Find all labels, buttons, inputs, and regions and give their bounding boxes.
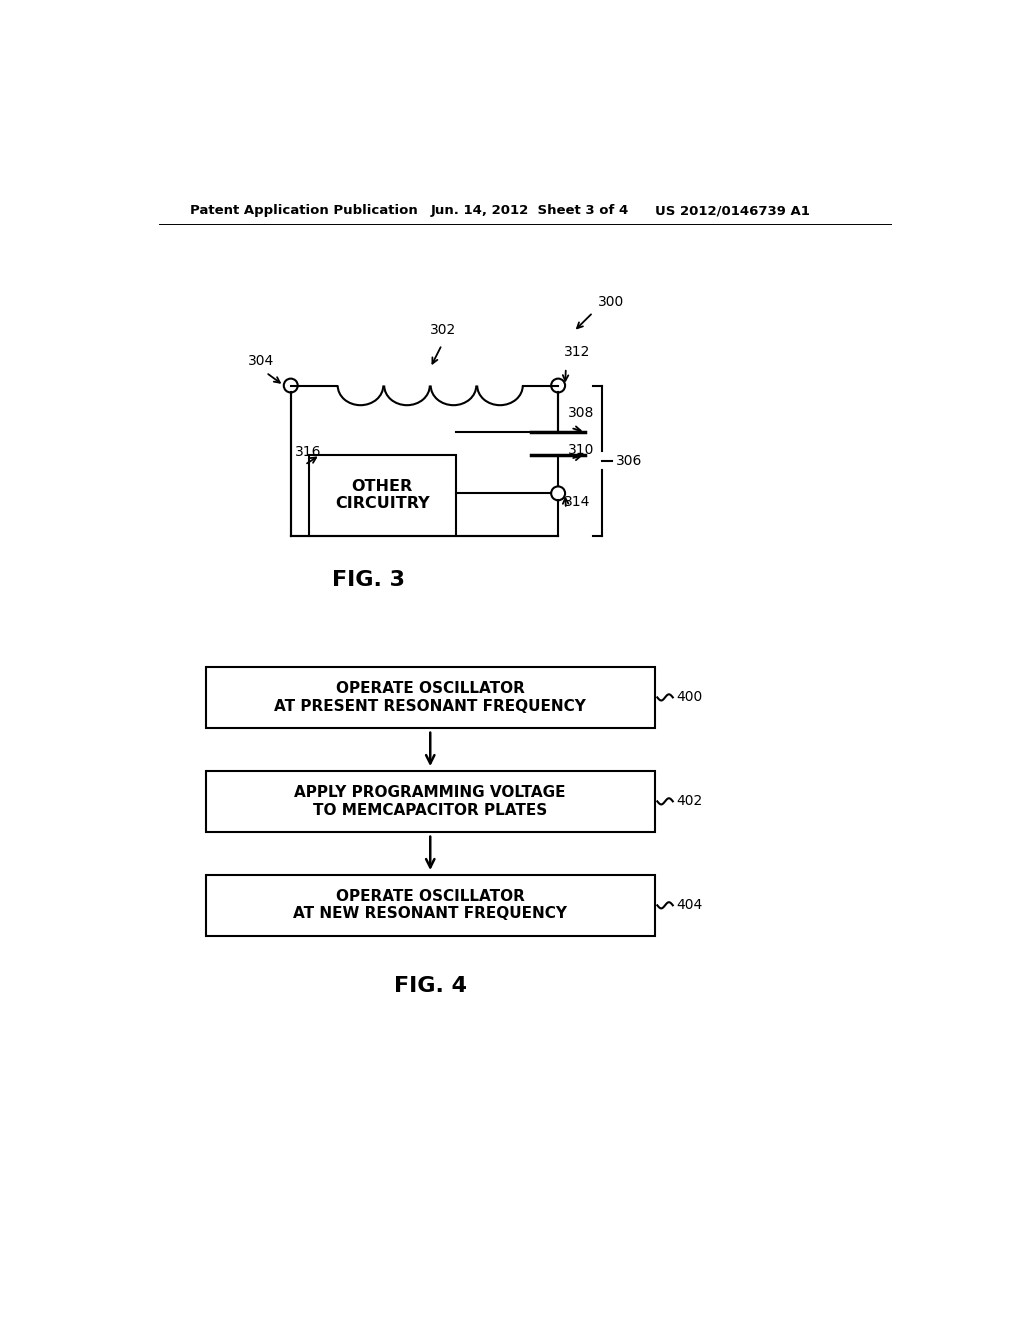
Bar — [206, 771, 655, 832]
Text: 306: 306 — [615, 454, 642, 467]
Bar — [206, 874, 655, 936]
Text: APPLY PROGRAMMING VOLTAGE
TO MEMCAPACITOR PLATES: APPLY PROGRAMMING VOLTAGE TO MEMCAPACITO… — [295, 785, 566, 817]
Text: 314: 314 — [563, 495, 590, 508]
Bar — [206, 667, 655, 729]
Text: 310: 310 — [568, 444, 595, 457]
Text: FIG. 3: FIG. 3 — [332, 570, 404, 590]
Text: 312: 312 — [563, 345, 590, 359]
Text: 304: 304 — [248, 354, 274, 368]
Bar — [308, 455, 456, 536]
Text: Jun. 14, 2012  Sheet 3 of 4: Jun. 14, 2012 Sheet 3 of 4 — [430, 205, 629, 218]
Text: OPERATE OSCILLATOR
AT PRESENT RESONANT FREQUENCY: OPERATE OSCILLATOR AT PRESENT RESONANT F… — [274, 681, 586, 714]
Text: 316: 316 — [295, 445, 322, 459]
Text: 404: 404 — [677, 899, 702, 912]
Text: OPERATE OSCILLATOR
AT NEW RESONANT FREQUENCY: OPERATE OSCILLATOR AT NEW RESONANT FREQU… — [293, 890, 567, 921]
Text: 302: 302 — [430, 323, 457, 337]
Text: FIG. 4: FIG. 4 — [394, 977, 467, 997]
Text: 402: 402 — [677, 795, 702, 808]
Text: 308: 308 — [568, 407, 595, 420]
Text: US 2012/0146739 A1: US 2012/0146739 A1 — [655, 205, 810, 218]
Text: 400: 400 — [677, 690, 702, 705]
Text: 300: 300 — [598, 296, 624, 309]
Text: OTHER
CIRCUITRY: OTHER CIRCUITRY — [335, 479, 429, 511]
Text: Patent Application Publication: Patent Application Publication — [190, 205, 418, 218]
